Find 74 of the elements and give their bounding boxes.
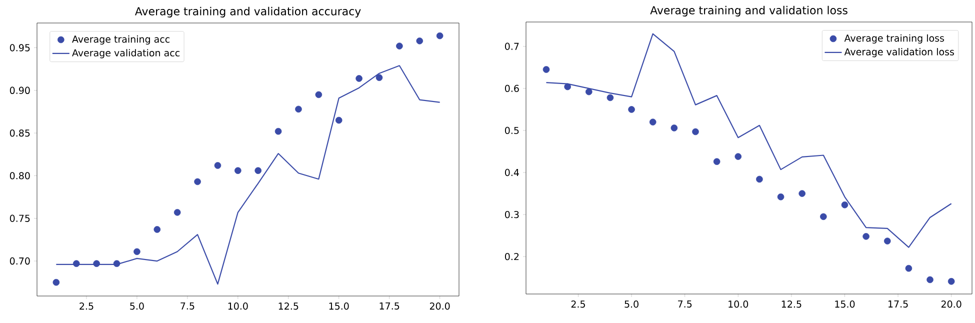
point (93, 260, 100, 267)
x-tick-label: 2.5 (571, 300, 585, 308)
y-tick-label: 0.5 (505, 126, 519, 134)
point (214, 162, 222, 169)
point (194, 178, 201, 186)
point (113, 260, 120, 267)
point (154, 226, 161, 233)
point (436, 32, 444, 40)
point (234, 167, 242, 174)
x-tick-label: 17.5 (888, 300, 908, 308)
point (841, 201, 848, 208)
x-tick-label: 2.5 (80, 302, 94, 310)
point (564, 83, 571, 90)
point (670, 124, 678, 132)
legend-label: Average validation loss (844, 48, 954, 58)
point (606, 94, 614, 102)
y-tick-label: 0.80 (10, 172, 30, 180)
point (884, 238, 891, 244)
point (376, 74, 383, 81)
point (798, 190, 806, 197)
x-tick-label: 17.5 (380, 302, 400, 310)
x-tick-label: 10.0 (228, 302, 248, 310)
x-tick-label: 20.0 (941, 300, 962, 308)
point (756, 176, 763, 183)
y-tick-label: 0.85 (10, 129, 30, 137)
x-tick-label: 5.0 (130, 302, 144, 310)
point (628, 106, 635, 113)
point (713, 158, 720, 165)
point (542, 66, 550, 73)
point (254, 167, 262, 174)
x-tick-label: 5.0 (624, 300, 638, 308)
y-tick-label: 0.75 (10, 214, 30, 222)
y-tick-label: 0.6 (505, 84, 519, 92)
x-tick-label: 12.5 (782, 300, 802, 308)
point (820, 213, 827, 220)
point (926, 276, 934, 284)
y-tick-label: 0.70 (10, 257, 30, 265)
legend-label: Average validation acc (72, 49, 180, 58)
point (134, 248, 140, 256)
point (416, 38, 424, 44)
point (295, 106, 302, 113)
point (335, 116, 342, 124)
x-tick-label: 20.0 (430, 302, 450, 310)
legend-label: Average training acc (72, 35, 170, 45)
x-tick-label: 7.5 (678, 300, 692, 308)
chart-title: Average training and validation accuracy (134, 6, 361, 18)
point (948, 278, 955, 285)
chart-title: Average training and validation loss (650, 6, 848, 16)
point (52, 278, 60, 286)
point (777, 193, 784, 200)
x-tick-label: 15.0 (329, 302, 349, 310)
x-tick-label: 10.0 (728, 300, 748, 308)
point (905, 264, 912, 272)
x-tick-label: 7.5 (180, 302, 194, 310)
y-tick-label: 0.2 (505, 252, 519, 260)
point (734, 153, 742, 160)
x-tick-label: 15.0 (835, 300, 855, 308)
point (356, 75, 362, 82)
point (862, 233, 870, 240)
point (586, 88, 592, 96)
y-tick-label: 0.7 (505, 42, 519, 50)
point (174, 208, 181, 216)
legend-label: Average training loss (844, 34, 944, 44)
point (692, 128, 699, 136)
y-tick-label: 0.4 (505, 168, 519, 176)
point (315, 91, 322, 98)
point (649, 118, 656, 126)
point (274, 128, 282, 135)
x-tick-label: 12.5 (278, 302, 298, 310)
point (396, 42, 403, 50)
y-tick-label: 0.95 (10, 44, 30, 52)
point (72, 260, 80, 267)
y-tick-label: 0.3 (505, 210, 519, 218)
y-tick-label: 0.90 (10, 86, 30, 94)
